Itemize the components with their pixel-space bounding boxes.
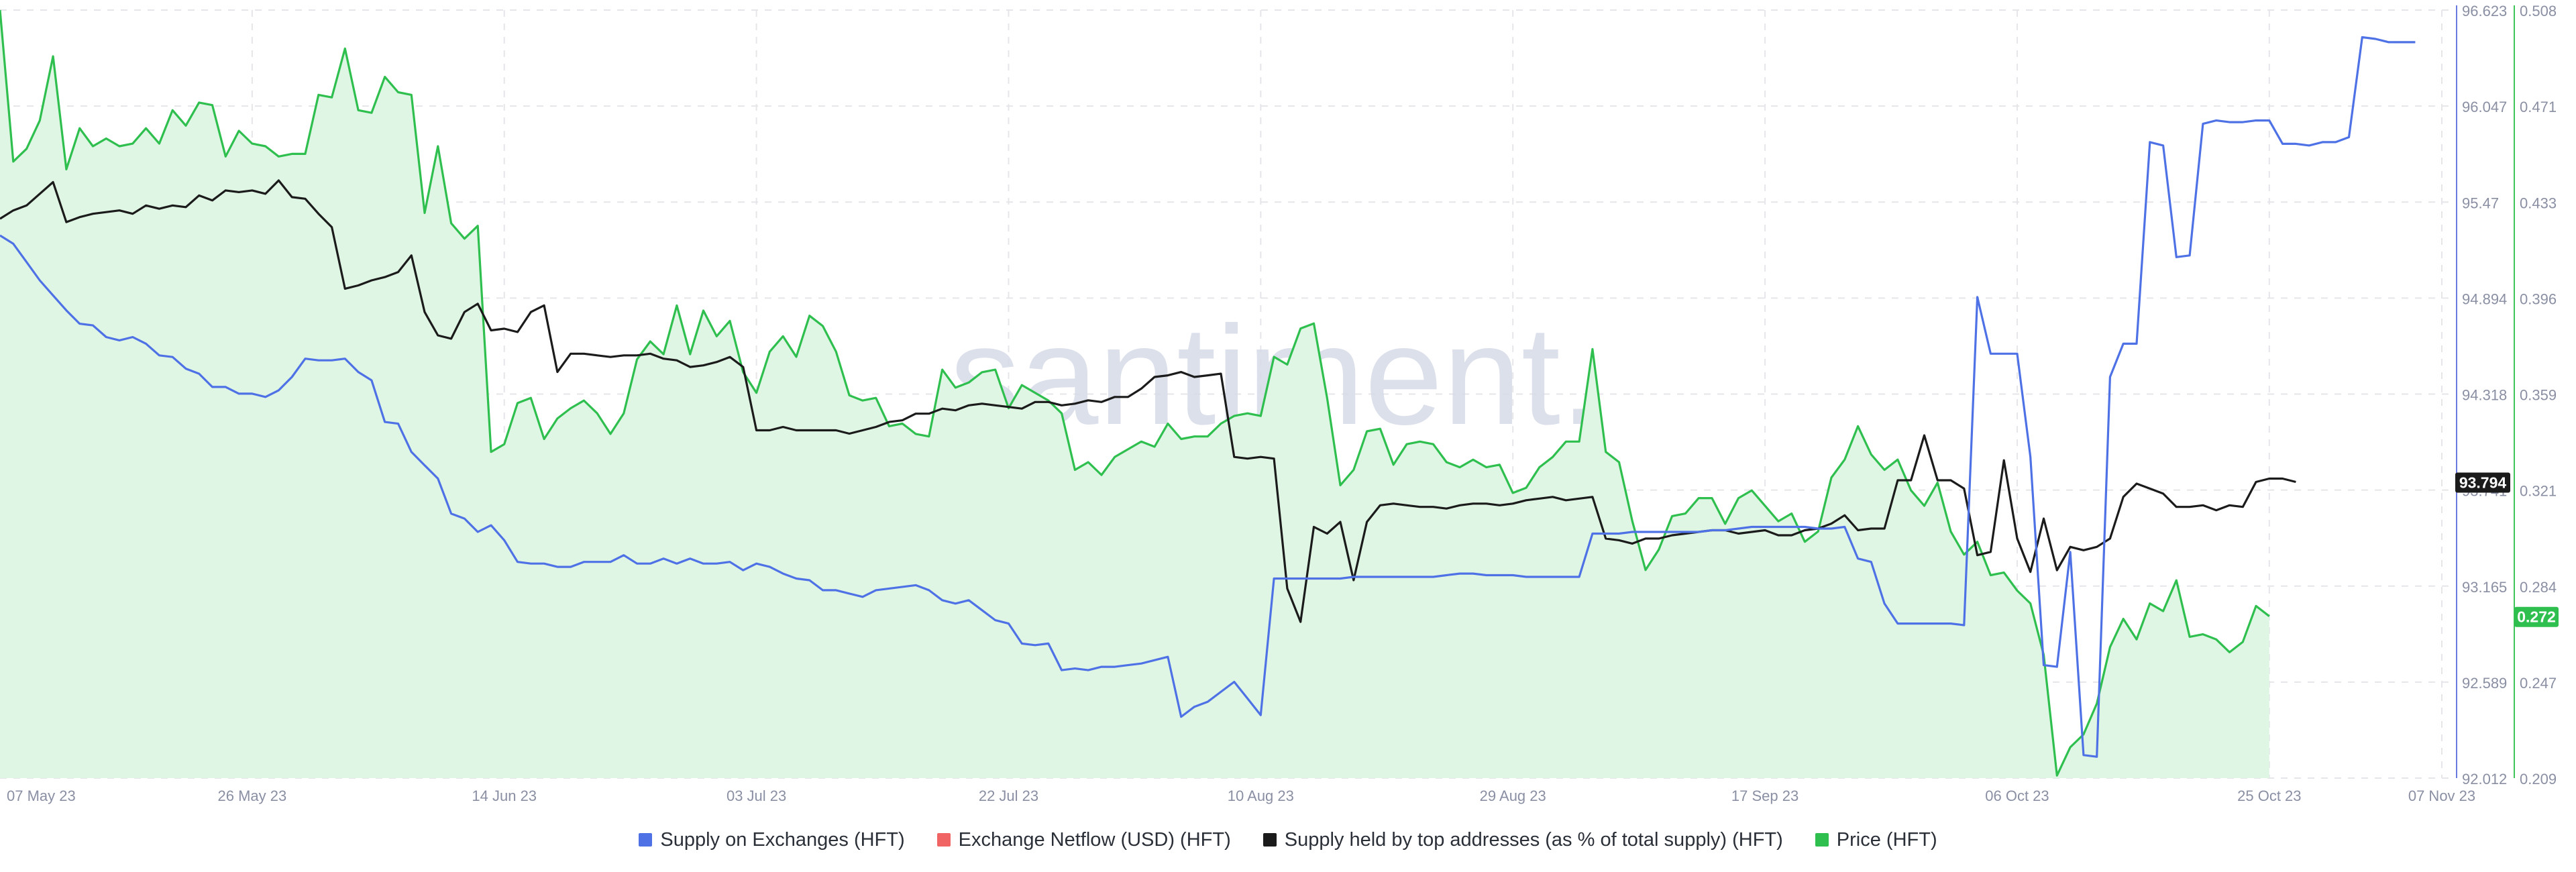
x-axis-tick-label: 03 Jul 23 <box>727 787 786 804</box>
left-axis-tick-label: 94.318 <box>2462 387 2507 404</box>
price-current-badge <box>2514 606 2559 627</box>
right-axis-tick-label: 0.471 <box>2520 99 2557 115</box>
legend-label: Price (HFT) <box>1836 828 1937 851</box>
left-axis-tick-label: 94.894 <box>2462 290 2507 307</box>
right-axis-tick-label: 0.284 <box>2520 579 2557 596</box>
legend-label: Supply on Exchanges (HFT) <box>660 828 905 851</box>
right-axis-tick-label: 0.396 <box>2520 290 2557 307</box>
legend-label: Exchange Netflow (USD) (HFT) <box>958 828 1231 851</box>
top-addresses-current-badge <box>2455 472 2510 493</box>
legend-item-price-hft[interactable]: Price (HFT) <box>1815 829 1937 851</box>
legend-swatch <box>1815 833 1829 847</box>
legend-label: Supply held by top addresses (as % of to… <box>1284 828 1783 851</box>
series-line-supply-held-by-top-addresses-as-of-total-supply-hft <box>0 179 2296 623</box>
legend-swatch <box>936 833 951 847</box>
left-axis-tick-label: 96.623 <box>2462 3 2507 19</box>
x-axis-tick-label: 06 Oct 23 <box>1985 787 2049 804</box>
axes <box>2456 5 2515 778</box>
top-addresses-current-value: 93.794 <box>2459 474 2507 491</box>
left-axis-tick-label: 96.047 <box>2462 99 2507 115</box>
legend-item-supply-on-exchanges-hft[interactable]: Supply on Exchanges (HFT) <box>639 828 905 851</box>
left-axis-tick-label: 92.012 <box>2462 771 2507 787</box>
current-value-badges: 93.794 0.272 <box>2455 472 2559 627</box>
left-axis-tick-label: 92.589 <box>2462 675 2507 692</box>
legend-swatch <box>1263 833 1277 847</box>
right-axis-tick-label: 0.359 <box>2520 387 2557 404</box>
series-line-supply-on-exchanges-hft <box>0 36 2416 758</box>
right-axis-tick-label: 0.508 <box>2520 3 2557 19</box>
left-axis-ticks: 96.62396.04795.4794.89494.31893.74193.16… <box>2462 3 2507 787</box>
right-axis-tick-label: 0.433 <box>2520 195 2557 211</box>
x-axis-tick-label: 29 Aug 23 <box>1480 787 1546 804</box>
left-axis-tick-label: 93.165 <box>2462 579 2507 596</box>
right-axis-tick-label: 0.321 <box>2520 483 2557 500</box>
legend: Supply on Exchanges (HFT) Exchange Netflo… <box>0 826 2576 853</box>
x-axis-tick-label: 10 Aug 23 <box>1228 787 1294 804</box>
x-axis-tick-label: 07 May 23 <box>7 787 76 804</box>
series-lines <box>0 9 2416 777</box>
legend-item-supply-held-by-top-addresses-as-of-total-supply-hft[interactable]: Supply held by top addresses (as % of to… <box>1263 829 1783 851</box>
x-axis-tick-label: 07 Nov 23 <box>2408 787 2475 804</box>
legend-swatch <box>639 833 653 847</box>
x-axis-tick-label: 26 May 23 <box>218 787 287 804</box>
right-axis-tick-label: 0.209 <box>2520 771 2557 787</box>
series-line-price-hft <box>0 9 2270 777</box>
price-area-fill <box>0 10 2269 778</box>
price-current-value: 0.272 <box>2517 608 2556 626</box>
x-axis-tick-label: 17 Sep 23 <box>1731 787 1799 804</box>
legend-item-exchange-netflow-usd-hft[interactable]: Exchange Netflow (USD) (HFT) <box>936 828 1231 851</box>
right-axis-tick-label: 0.247 <box>2520 675 2557 692</box>
x-axis-ticks: 07 May 23 26 May 23 14 Jun 23 03 Jul 23 22 J… <box>7 787 2475 804</box>
x-axis-tick-label: 14 Jun 23 <box>472 787 537 804</box>
x-axis-tick-label: 22 Jul 23 <box>979 787 1038 804</box>
x-axis-tick-label: 25 Oct 23 <box>2237 787 2301 804</box>
price-area-layer <box>0 10 2269 778</box>
right-axis-ticks: 0.508 0.471 0.433 0.396 0.359 0.321 0.284 0.247… <box>2520 3 2557 787</box>
left-axis-tick-label: 95.47 <box>2462 195 2499 211</box>
